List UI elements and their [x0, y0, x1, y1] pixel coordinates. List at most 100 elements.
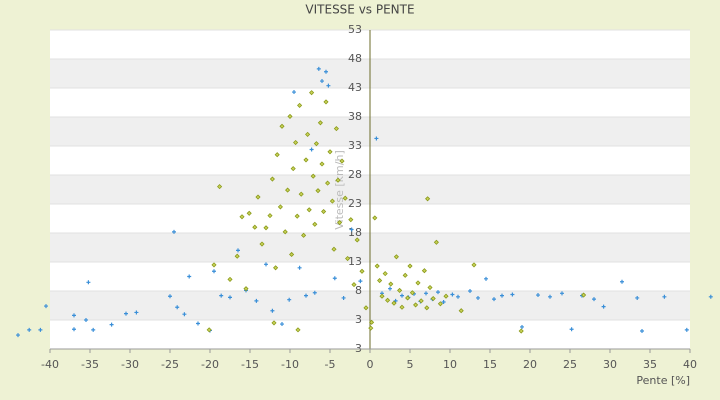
point — [254, 298, 259, 303]
point — [234, 253, 240, 259]
x-tick-label: -40 — [41, 358, 59, 371]
point — [456, 294, 460, 299]
point — [424, 305, 430, 311]
x-tick-label: -30 — [121, 358, 139, 371]
point — [405, 295, 411, 301]
point — [271, 320, 277, 326]
point — [285, 187, 291, 193]
point — [413, 302, 419, 308]
point — [317, 120, 323, 126]
x-tick-label: 15 — [483, 358, 497, 371]
point — [374, 136, 379, 141]
point — [297, 265, 302, 270]
point — [315, 188, 321, 194]
point — [359, 268, 365, 274]
point — [282, 229, 288, 235]
point — [212, 269, 216, 274]
y-tick-label: 38 — [348, 110, 362, 123]
point — [441, 300, 446, 305]
point — [236, 248, 240, 253]
point — [38, 327, 43, 332]
point — [287, 297, 292, 302]
point — [323, 99, 329, 105]
point — [684, 327, 689, 332]
x-tick-label: -5 — [325, 358, 336, 371]
point — [267, 213, 273, 219]
point — [287, 113, 293, 119]
point — [295, 327, 301, 333]
y-axis-label: Vitesse [km/h] — [333, 150, 346, 230]
point — [500, 293, 504, 298]
point — [391, 300, 397, 306]
point — [349, 227, 354, 232]
point — [274, 152, 280, 158]
point — [421, 268, 427, 274]
point — [476, 295, 480, 300]
point — [397, 287, 403, 293]
x-tick-label: 10 — [443, 358, 457, 371]
point — [319, 161, 325, 167]
point — [484, 276, 488, 281]
point — [246, 210, 252, 216]
point — [399, 304, 405, 310]
point — [510, 292, 515, 297]
point — [310, 173, 316, 179]
point — [388, 281, 394, 287]
point — [273, 265, 279, 271]
point — [298, 191, 304, 197]
point — [430, 295, 436, 302]
point — [124, 311, 128, 316]
y-tick-label: 23 — [348, 197, 362, 210]
y-tick-label: 3 — [355, 313, 362, 326]
point — [264, 262, 268, 267]
point — [368, 325, 374, 331]
point — [640, 329, 644, 334]
point — [175, 305, 180, 310]
point — [418, 298, 424, 304]
point — [239, 214, 245, 220]
point — [520, 324, 524, 329]
point — [341, 295, 346, 300]
point — [450, 292, 455, 297]
point — [228, 295, 232, 300]
point — [335, 177, 341, 183]
point — [227, 276, 233, 282]
x-tick-label: 0 — [367, 358, 374, 371]
point — [348, 217, 354, 223]
point — [548, 294, 552, 299]
point — [279, 123, 285, 129]
point — [385, 297, 391, 303]
point — [581, 292, 587, 298]
point — [382, 271, 388, 277]
x-tick-label: -25 — [161, 358, 179, 371]
point — [332, 276, 337, 281]
point — [620, 279, 624, 284]
point — [345, 255, 351, 262]
point — [369, 319, 375, 325]
point — [270, 308, 275, 313]
point — [27, 327, 32, 332]
point — [243, 286, 249, 292]
point — [329, 198, 335, 204]
x-tick-label: -15 — [241, 358, 259, 371]
point — [305, 131, 311, 137]
point — [72, 313, 76, 318]
x-axis-label: Pente [%] — [636, 374, 690, 387]
point — [337, 219, 343, 226]
point — [427, 284, 433, 291]
point — [309, 90, 315, 96]
y-tick-label: 13 — [348, 255, 362, 268]
point — [292, 90, 296, 95]
y-tick-label: 53 — [348, 23, 362, 36]
point — [592, 297, 596, 302]
point — [72, 327, 76, 332]
point — [306, 207, 312, 213]
point — [316, 66, 321, 71]
point — [374, 263, 380, 269]
point — [182, 312, 187, 317]
y-tick-label: 43 — [348, 81, 362, 94]
point — [358, 279, 363, 284]
point — [196, 321, 200, 326]
point — [342, 195, 348, 201]
